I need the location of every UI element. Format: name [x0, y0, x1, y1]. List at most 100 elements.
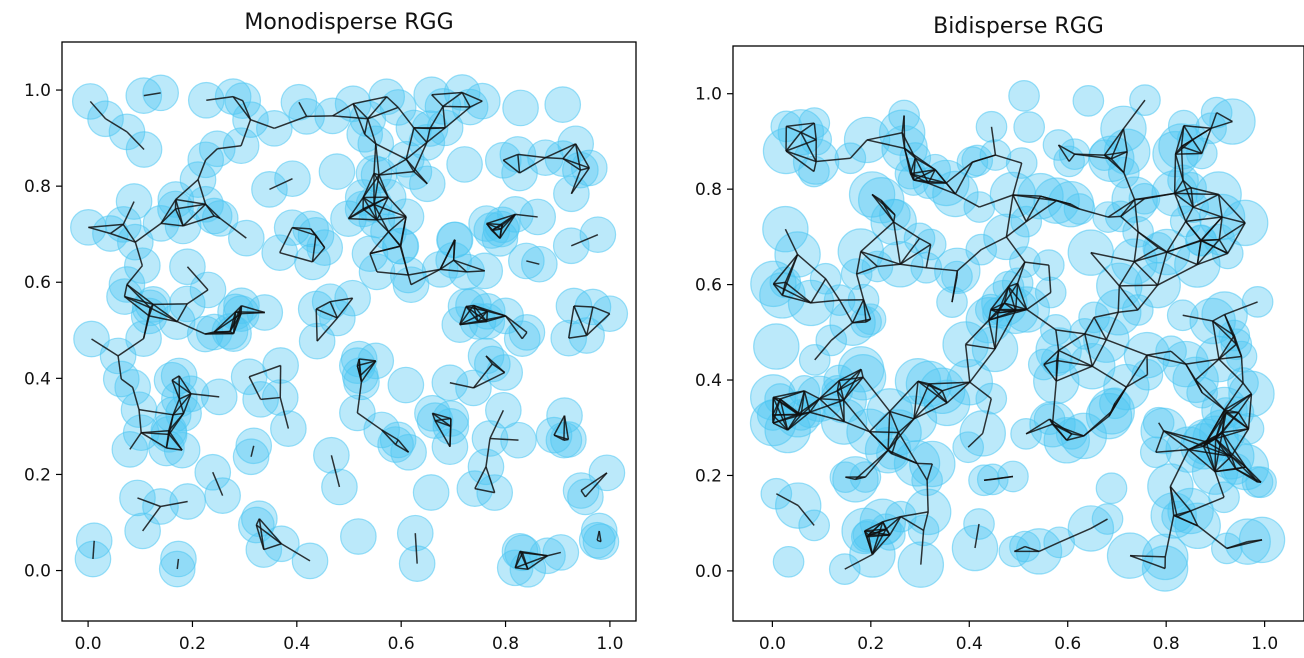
graph-edge: [1123, 151, 1128, 173]
graph-edge: [988, 320, 996, 350]
graph-edge: [990, 286, 1010, 311]
graph-edge: [315, 309, 318, 342]
graph-edge: [1083, 410, 1113, 437]
graph-edge: [1223, 314, 1235, 336]
graph-edge: [1108, 215, 1121, 218]
graph-edge: [849, 139, 868, 159]
graph-edge: [143, 92, 161, 97]
graph-edge: [440, 268, 467, 273]
graph-edge: [503, 153, 519, 161]
graph-edge: [889, 516, 902, 536]
graph-edge: [461, 91, 483, 102]
graph-edge: [1214, 468, 1237, 473]
graph-edge: [865, 318, 871, 323]
graph-edge: [570, 167, 590, 195]
graph-edge: [502, 159, 521, 174]
graph-edge: [410, 268, 441, 286]
graph-edge: [1230, 428, 1250, 457]
graph-edge: [1133, 231, 1139, 262]
graph-edge: [997, 286, 1010, 314]
graph-layer: [749, 79, 1286, 592]
graph-edge: [570, 169, 582, 195]
graph-edge: [810, 278, 827, 304]
graph-edge: [1157, 247, 1168, 253]
graph-edge: [871, 193, 895, 223]
graph-edge: [1074, 153, 1105, 156]
graph-edge: [913, 402, 948, 420]
graph-edge: [797, 390, 806, 415]
graph-edge: [882, 515, 901, 523]
node-disk: [318, 153, 356, 190]
graph-edge: [854, 449, 889, 480]
graph-edge: [954, 161, 974, 195]
graph-edge: [269, 178, 293, 191]
graph-edge: [466, 270, 485, 273]
graph-edge: [887, 449, 893, 455]
graph-edge: [1005, 194, 1014, 238]
graph-edge: [453, 259, 468, 273]
graph-edge: [131, 387, 140, 410]
graph-edge: [1118, 261, 1135, 287]
graph-edge: [258, 518, 265, 550]
graph-edge: [913, 169, 936, 181]
y-tick-label: 0.4: [24, 369, 51, 389]
graph-edge: [897, 432, 918, 464]
x-tick-label: 0.4: [956, 634, 983, 654]
graph-edge: [916, 462, 933, 465]
graph-edge: [348, 208, 364, 220]
graph-edge: [1203, 445, 1232, 458]
graph-edge: [797, 398, 820, 415]
graph-edge: [575, 143, 590, 169]
graph-edge: [910, 168, 936, 175]
graph-edge: [1174, 187, 1192, 195]
graph-edge: [779, 390, 805, 400]
graph-edge: [860, 369, 864, 378]
graph-edge: [489, 437, 519, 441]
graph-edge: [429, 106, 444, 129]
graph-edge: [1038, 541, 1060, 553]
graph-edge: [553, 415, 566, 436]
graph-edge: [364, 133, 377, 145]
graph-edge: [1084, 333, 1093, 367]
graph-edge: [336, 297, 354, 319]
graph-edge: [838, 368, 862, 382]
graph-edge: [486, 213, 516, 225]
graph-edge: [316, 317, 338, 342]
graph-edge: [813, 122, 817, 140]
graph-edge: [797, 505, 815, 526]
graph-edge: [405, 127, 415, 160]
graph-edge: [459, 306, 467, 325]
graph-edge: [869, 410, 891, 433]
graph-edge: [1192, 206, 1223, 218]
graph-edge: [1226, 539, 1263, 550]
graph-edge: [260, 396, 281, 401]
graph-edge: [900, 511, 929, 518]
graph-edge: [1190, 187, 1219, 196]
graph-edge: [903, 148, 912, 174]
graph-edge: [891, 453, 918, 465]
graph-edge: [515, 567, 528, 571]
graph-edge: [891, 432, 900, 455]
graph-edge: [988, 310, 1016, 321]
graph-edge: [1200, 216, 1223, 241]
node-disk: [963, 508, 995, 540]
graph-edge: [1170, 350, 1187, 365]
graph-edge: [274, 115, 307, 130]
graph-edge: [505, 315, 528, 333]
graph-edge: [1247, 393, 1253, 429]
graph-edge: [818, 379, 840, 400]
graph-edge: [836, 380, 840, 391]
graph-edge: [779, 398, 789, 431]
graph-edge: [1183, 124, 1212, 130]
graph-edge: [1182, 179, 1192, 189]
node-disk: [557, 125, 595, 163]
graph-edge: [1120, 198, 1145, 218]
graph-edge: [1237, 412, 1250, 430]
graph-edge: [359, 358, 376, 362]
node-disk: [750, 260, 797, 308]
graph-edge: [1157, 263, 1198, 286]
graph-edge: [1214, 471, 1225, 498]
graph-edge: [123, 284, 128, 297]
graph-edge: [263, 543, 282, 551]
